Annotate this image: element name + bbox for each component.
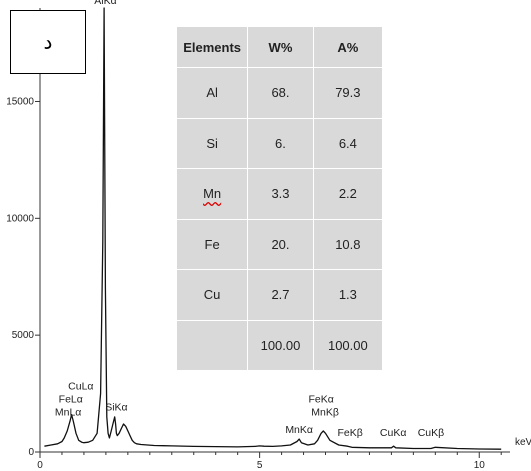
cell-atomic: 10.8 <box>312 218 384 270</box>
cell-weight: 2.7 <box>247 269 314 321</box>
peak-label: FeLα <box>59 393 83 405</box>
y-tick-label: 5000 <box>12 330 35 341</box>
cell-weight: 20. <box>247 218 314 270</box>
header-weight-percent: W% <box>247 26 314 68</box>
composition-table: Elements W% A% Al 68. 79.3 Si 6. 6.4 Mn … <box>175 26 384 371</box>
y-tick-label: 0 <box>28 447 34 458</box>
peak-label: MnLα <box>55 406 82 418</box>
x-tick-label: 0 <box>37 460 43 471</box>
peak-label: CuKβ <box>418 427 444 439</box>
peak-label: MnKβ <box>311 406 339 418</box>
header-atomic-percent: A% <box>312 26 384 68</box>
peak-label: FeKβ <box>337 427 362 439</box>
table-row: Fe 20. 10.8 <box>175 218 384 270</box>
cell-atomic: 79.3 <box>312 67 384 119</box>
peak-label: MnKα <box>285 424 313 436</box>
table-row: 100.00 100.00 <box>175 319 384 371</box>
table-row: Al 68. 79.3 <box>175 67 384 119</box>
table-row: Si 6. 6.4 <box>175 117 384 169</box>
cell-element: Si <box>175 117 249 169</box>
y-tick-label: 10000 <box>6 213 34 224</box>
x-axis-ticks: 0 5 10 <box>37 452 502 471</box>
cell-weight: 3.3 <box>247 168 314 220</box>
cell-weight: 100.00 <box>247 319 314 371</box>
cell-atomic: 100.00 <box>312 319 384 371</box>
cell-element: Al <box>175 67 249 119</box>
cell-weight: 6. <box>247 117 314 169</box>
peak-label: AlKα <box>94 0 116 7</box>
table-header-row: Elements W% A% <box>175 26 384 68</box>
peak-label: SiKα <box>105 402 127 414</box>
header-elements: Elements <box>175 26 249 68</box>
y-axis-ticks: 0 5000 10000 15000 <box>6 96 40 458</box>
peak-label: CuKα <box>380 427 407 439</box>
cell-element: Fe <box>175 218 249 270</box>
cell-weight: 68. <box>247 67 314 119</box>
peak-label: CuLα <box>68 381 93 393</box>
table-row: Cu 2.7 1.3 <box>175 269 384 321</box>
x-tick-label: 5 <box>257 460 263 471</box>
axes <box>39 8 510 453</box>
x-axis-unit-label: keV <box>515 437 531 448</box>
table-row: Mn 3.3 2.2 <box>175 168 384 220</box>
cell-atomic: 1.3 <box>312 269 384 321</box>
cell-element: Mn <box>175 168 249 220</box>
x-tick-label: 10 <box>474 460 486 471</box>
cell-atomic: 2.2 <box>312 168 384 220</box>
spectrum-line <box>44 7 502 450</box>
peak-label: FeKα <box>308 393 333 405</box>
panel-label-box: د <box>10 10 86 74</box>
cell-element: Cu <box>175 269 249 321</box>
panel-label: د <box>43 30 53 54</box>
cell-atomic: 6.4 <box>312 117 384 169</box>
cell-element-text: Mn <box>203 186 222 202</box>
cell-element <box>175 319 249 371</box>
y-tick-label: 15000 <box>6 96 34 107</box>
